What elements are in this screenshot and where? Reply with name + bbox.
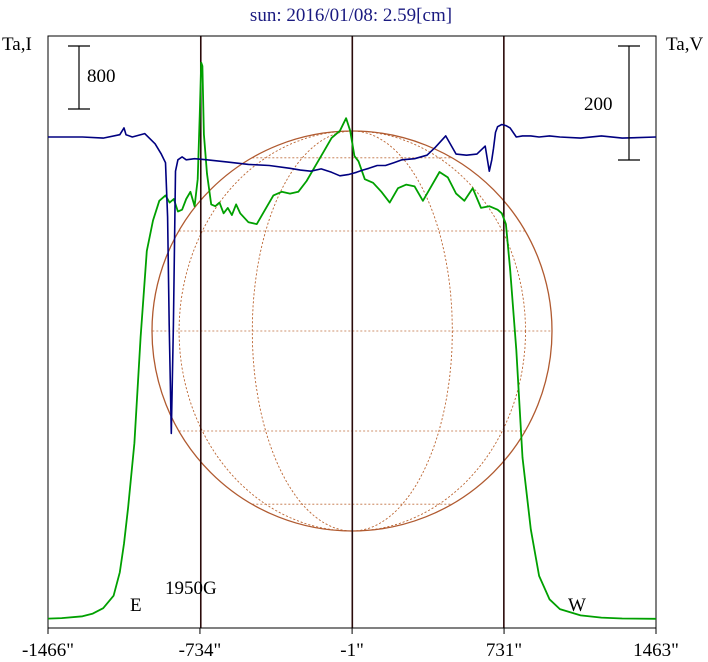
scale-bar-right: 200 xyxy=(584,45,640,161)
y-left-label: Ta,I xyxy=(2,34,32,55)
x-tick-label: 731" xyxy=(486,640,522,661)
reference-lines xyxy=(199,36,505,628)
x-tick-label: -1" xyxy=(340,640,364,661)
scale-bar-left-label: 800 xyxy=(87,66,116,87)
x-tick-label: 1463" xyxy=(633,640,679,661)
x-axis: -1466" -734" -1" 731" 1463" xyxy=(22,628,679,661)
west-label: W xyxy=(568,595,586,616)
active-region-annotation: 1950G xyxy=(165,578,217,599)
x-tick-label: -1466" xyxy=(22,640,74,661)
series-layer xyxy=(47,61,657,620)
scale-bar-right-label: 200 xyxy=(584,94,613,115)
x-tick-label: -734" xyxy=(179,640,222,661)
series-polarization-line xyxy=(48,123,657,435)
series-intensity-line xyxy=(47,61,657,620)
chart-title: sun: 2016/01/08: 2.59[cm] xyxy=(250,5,452,26)
east-label: E xyxy=(130,595,142,616)
y-right-label: Ta,V xyxy=(666,34,703,55)
scale-bar-left: 800 xyxy=(68,45,116,110)
